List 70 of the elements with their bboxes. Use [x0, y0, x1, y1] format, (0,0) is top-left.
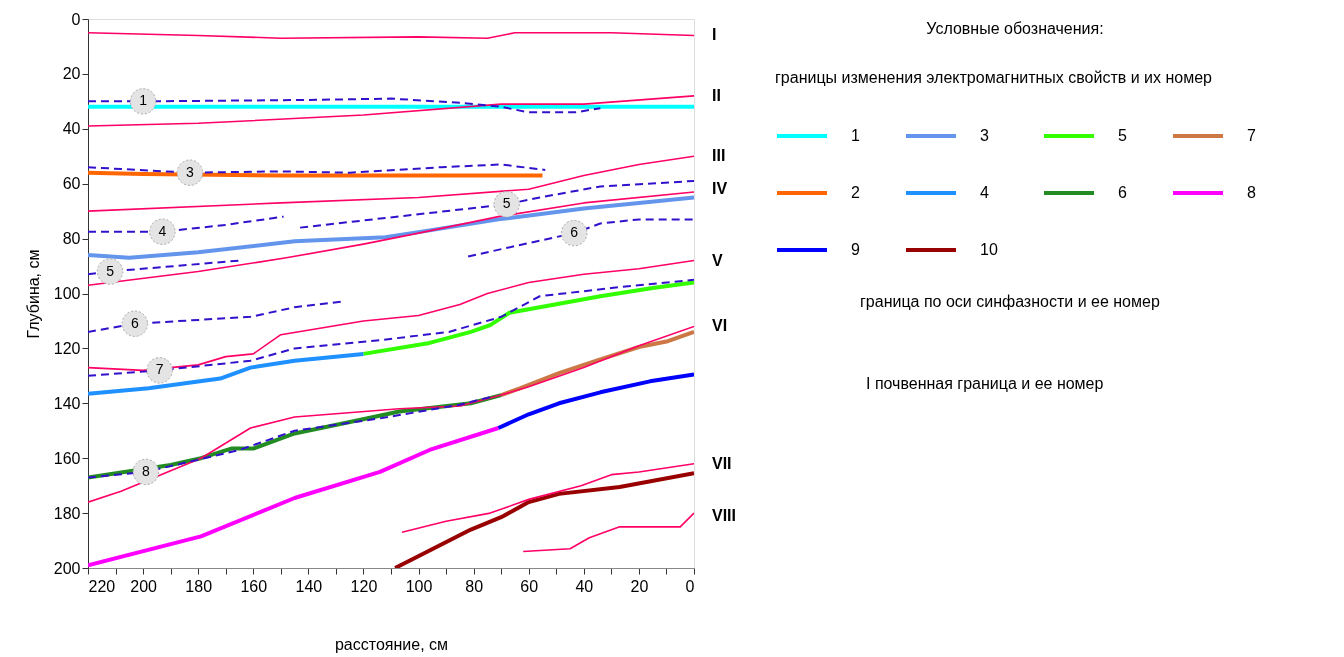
- annotation: IV: [712, 180, 728, 198]
- x-tick-label: 40: [575, 577, 594, 595]
- annotation: III: [712, 147, 726, 165]
- annotation: VI: [712, 317, 728, 335]
- annotation: II: [712, 86, 721, 104]
- y-tick-label: 180: [53, 504, 81, 522]
- line-series: [393, 471, 694, 568]
- annotation: 7: [155, 361, 164, 378]
- line-series: [496, 372, 694, 431]
- line-series: [88, 426, 501, 568]
- y-axis-title: Глубина, см: [24, 249, 42, 339]
- y-tick-label: 160: [53, 449, 81, 467]
- annotation: 6: [570, 224, 579, 241]
- x-tick-label: 20: [630, 577, 649, 595]
- annotation: 8: [141, 462, 150, 479]
- x-tick-label: 180: [185, 577, 213, 595]
- annotation: 3: [186, 163, 195, 180]
- text: I почвенная граница и ее номер: [866, 375, 1104, 392]
- x-tick-label: 0: [685, 577, 695, 595]
- x-tick-label: 120: [350, 577, 378, 595]
- y-tick-label: 20: [62, 65, 81, 83]
- annotation: 5: [106, 262, 115, 279]
- x-tick-label: 220: [88, 577, 116, 595]
- y-tick-label: 200: [53, 559, 81, 577]
- text: границы изменения электромагнитных свойств и их номер: [775, 69, 1213, 86]
- annotation: 4: [158, 222, 167, 239]
- y-tick-label: 0: [71, 10, 81, 28]
- x-tick-label: 140: [295, 577, 323, 595]
- legend-label: 5: [1118, 127, 1127, 144]
- y-tick-label: 120: [53, 339, 81, 357]
- text: граница по оси синфазности и ее номер: [860, 293, 1160, 310]
- line-series: [361, 280, 694, 356]
- legend-label: 3: [980, 127, 989, 144]
- legend-label: 9: [851, 241, 860, 258]
- legend-label: 10: [980, 241, 998, 258]
- legend-label: 1: [851, 127, 860, 144]
- legend-label: 2: [851, 184, 860, 201]
- annotation: VIII: [712, 506, 737, 524]
- x-tick-label: 160: [240, 577, 268, 595]
- annotation: 5: [502, 195, 511, 212]
- line-series: [467, 218, 694, 258]
- line-series: [88, 351, 366, 396]
- line-series: [88, 195, 694, 260]
- y-tick-label: 60: [62, 175, 81, 193]
- annotation: V: [712, 251, 723, 269]
- annotation: VII: [712, 454, 732, 472]
- line-series: [88, 191, 694, 287]
- legend-label: 7: [1247, 127, 1256, 144]
- y-tick-label: 140: [53, 394, 81, 412]
- x-axis-title: расстояние, см: [334, 635, 449, 653]
- y-tick-label: 100: [53, 285, 81, 302]
- x-tick-label: 100: [405, 577, 433, 595]
- line-series: [88, 95, 694, 127]
- y-tick-label: 40: [62, 120, 81, 138]
- legend-label: 6: [1118, 184, 1127, 201]
- line-series: [401, 462, 694, 534]
- legend-title: Условные обозначения:: [926, 20, 1104, 37]
- x-tick-label: 200: [130, 577, 158, 595]
- x-tick-label: 80: [465, 577, 484, 595]
- line-series: [299, 179, 694, 229]
- line-series: [522, 512, 694, 553]
- legend-label: 4: [980, 184, 989, 201]
- legend-label: 8: [1247, 184, 1256, 201]
- line-series: [88, 155, 694, 212]
- line-series: [88, 259, 694, 372]
- y-tick-label: 80: [62, 230, 81, 248]
- x-tick-label: 60: [520, 577, 539, 595]
- annotation: I: [712, 26, 717, 44]
- annotation: 1: [139, 92, 148, 109]
- annotation: 6: [130, 314, 139, 331]
